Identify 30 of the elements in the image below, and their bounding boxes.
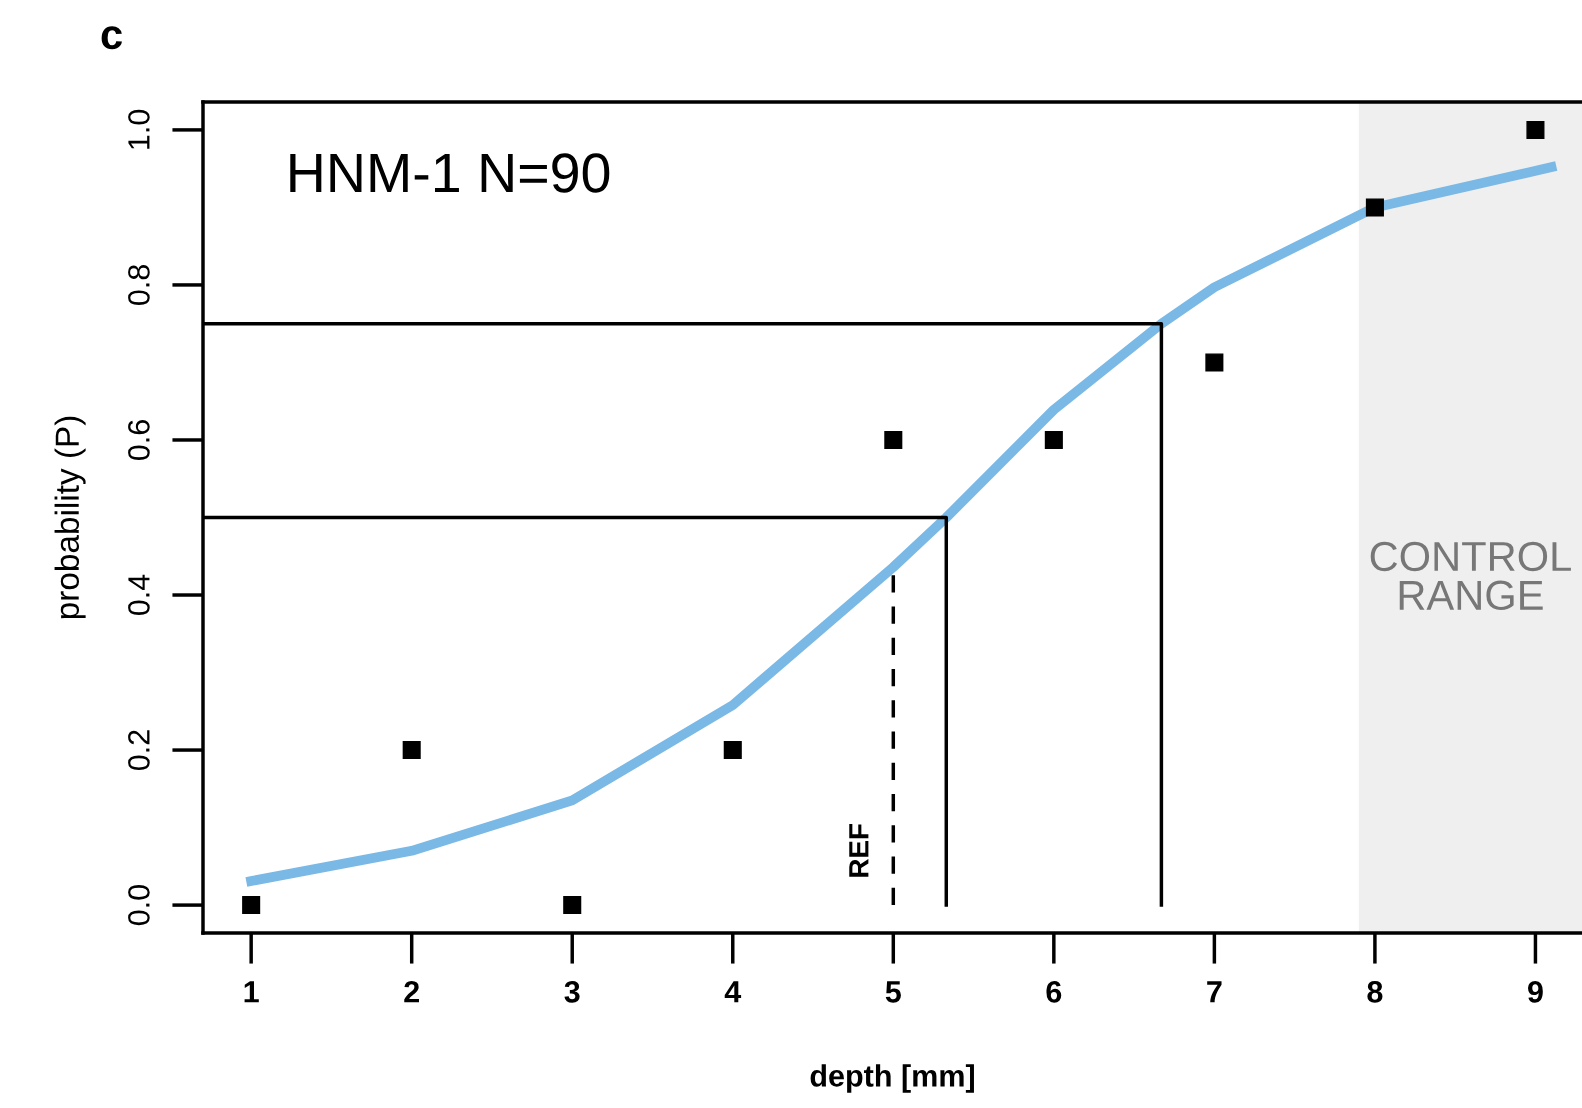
x-tick-label: 1 — [244, 981, 259, 1003]
x-axis-title: depth [mm] — [810, 1064, 974, 1093]
point — [723, 741, 742, 760]
point — [1526, 120, 1545, 139]
point — [884, 430, 903, 450]
x-tick-label: 5 — [885, 981, 901, 1003]
point — [1365, 198, 1384, 217]
y-axis-title: probability (P) — [54, 416, 86, 619]
y-tick-label: 0.4 — [128, 574, 150, 616]
y-tick-label: 0.0 — [128, 885, 150, 926]
point — [563, 896, 582, 915]
annotation: HNM-1 N=90 — [290, 153, 610, 193]
point — [1205, 353, 1224, 372]
chart-title: c — [101, 26, 122, 50]
x-tick-label: 7 — [1207, 981, 1222, 1003]
y-tick-label: 0.2 — [128, 730, 150, 771]
y-tick-label: 0.6 — [128, 420, 150, 461]
x-tick-label: 8 — [1367, 981, 1383, 1003]
y-tick-label: 1.0 — [128, 109, 150, 149]
point — [1044, 430, 1063, 450]
text: REF — [849, 824, 869, 877]
band-label: CONTROL RANGE — [1370, 541, 1571, 611]
x-tick-label: 3 — [564, 981, 580, 1003]
x-tick-label: 2 — [404, 981, 419, 1003]
x-tick-label: 6 — [1046, 981, 1062, 1003]
point — [242, 896, 261, 915]
y-tick-label: 0.8 — [128, 265, 150, 305]
point — [402, 741, 421, 760]
x-tick-label: 4 — [724, 981, 742, 1003]
x-tick-label: 9 — [1528, 981, 1543, 1003]
